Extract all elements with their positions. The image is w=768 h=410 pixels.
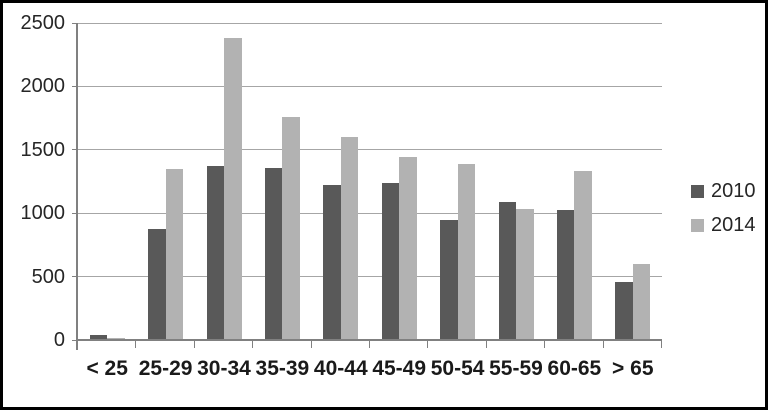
bar-2014-30-34: [224, 37, 242, 340]
legend-swatch-2010: [691, 184, 704, 198]
x-tick-mark-3: [252, 341, 254, 348]
x-category-label-30-34: 30-34: [197, 357, 251, 380]
bar-2010-30-34: [206, 165, 224, 340]
x-category-label-55-59: 55-59: [489, 357, 543, 380]
y-tick-label-1000: 1000: [20, 202, 66, 225]
y-tick-label-2000: 2000: [20, 75, 66, 98]
bar-2010-25-29: [148, 229, 166, 340]
x-category-label-40-44: 40-44: [313, 357, 368, 380]
y-tick-label-2500: 2500: [20, 12, 66, 34]
bar-2014-25-29: [165, 169, 184, 340]
x-tick-mark-4: [310, 341, 312, 348]
y-axis-line: [76, 23, 78, 350]
x-tick-mark-2: [193, 341, 195, 348]
bar-2014-40-44: [340, 137, 359, 340]
x-category-label-60-65: 60-65: [547, 357, 602, 380]
y-tick-mark-1000: [72, 212, 77, 214]
legend-swatch-2014: [691, 218, 704, 232]
bar-2014-50-54: [457, 163, 476, 340]
x-category-label-> 65: > 65: [612, 357, 654, 380]
y-tick-mark-2000: [72, 85, 77, 87]
x-category-label-50-54: 50-54: [430, 357, 485, 380]
bar-2010-< 25: [89, 334, 108, 340]
legend-label-2014: 2014: [711, 214, 756, 236]
legend-item-2010: 2010: [691, 179, 756, 203]
x-tick-mark-0: [77, 341, 78, 348]
y-tick-label-1500: 1500: [20, 138, 66, 161]
x-tick-mark-6: [427, 341, 429, 348]
x-tick-mark-5: [369, 341, 370, 348]
legend-item-2014: 2014: [691, 213, 756, 237]
y-tick-mark-0: [72, 339, 77, 341]
x-category-label-25-29: 25-29: [138, 357, 193, 380]
y-tick-label-0: 0: [53, 329, 65, 351]
x-tick-mark-10: [661, 341, 662, 348]
x-axis-line: [76, 339, 662, 341]
plot-area: 0 500 1000 1500 2000 2500 < 25 25-29 30-34 35-39 4…: [3, 3, 765, 407]
bar-2010-50-54: [440, 219, 458, 340]
bar-2014-55-59: [516, 209, 534, 340]
legend-label-2010: 2010: [711, 180, 756, 202]
x-tick-mark-8: [544, 341, 546, 348]
bar-2010-35-39: [264, 167, 283, 340]
bar-2014-60-65: [574, 171, 592, 340]
x-tick-mark-1: [135, 341, 137, 348]
bar-2014-45-49: [399, 156, 417, 340]
bar-2010-40-44: [323, 184, 341, 340]
x-tick-mark-9: [602, 341, 604, 348]
y-tick-label-500: 500: [31, 265, 65, 288]
y-tick-mark-500: [72, 276, 77, 278]
gridline-2000: [78, 85, 662, 87]
bar-2014-35-39: [282, 116, 300, 340]
bar-2010-55-59: [498, 202, 516, 340]
gridline-2500: [78, 22, 662, 24]
x-tick-mark-7: [485, 341, 487, 348]
gridline-500: [78, 276, 662, 278]
y-tick-mark-2500: [72, 22, 77, 24]
legend: 2010 2014: [691, 179, 756, 247]
gridline-1000: [78, 212, 662, 214]
gridline-1500: [78, 149, 662, 151]
x-category-label-< 25: < 25: [86, 357, 128, 380]
bar-2010-45-49: [381, 183, 400, 340]
y-tick-mark-1500: [72, 149, 77, 151]
bar-2010-> 65: [615, 281, 633, 340]
x-category-label-45-49: 45-49: [372, 357, 427, 380]
bar-2014-> 65: [632, 263, 651, 340]
x-category-label-35-39: 35-39: [255, 357, 310, 380]
bar-2010-60-65: [556, 210, 575, 340]
